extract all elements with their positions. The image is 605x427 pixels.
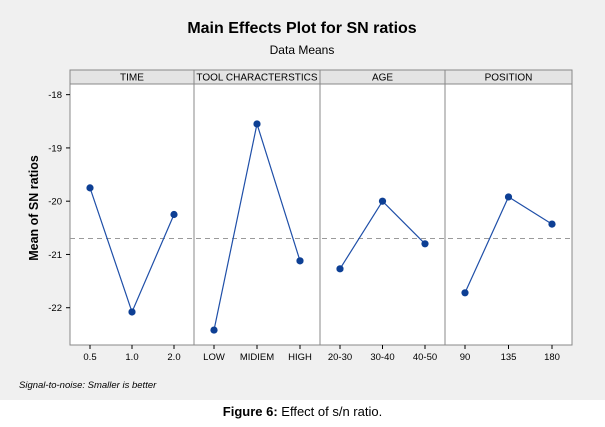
x-tick-label: 135 bbox=[501, 352, 517, 363]
data-point bbox=[210, 326, 218, 334]
figure-caption: Figure 6: Effect of s/n ratio. bbox=[0, 404, 605, 419]
panel-label: TIME bbox=[120, 73, 144, 84]
x-tick-label: 1.0 bbox=[125, 352, 138, 363]
plot-area: -18 -19 -20 -21 -22 TIME 0.5 1.0 2.0 TOOL CHARACT… bbox=[48, 69, 573, 363]
panel-label: TOOL CHARACTERSTICS bbox=[196, 73, 317, 84]
chart-figure: Main Effects Plot for SN ratios Data Mea… bbox=[0, 0, 605, 400]
x-tick-label: 180 bbox=[544, 352, 560, 363]
data-point bbox=[128, 308, 136, 316]
plot-background bbox=[69, 69, 573, 346]
x-tick-label: HIGH bbox=[288, 352, 312, 363]
data-point bbox=[253, 120, 261, 128]
x-tick-label: 2.0 bbox=[167, 352, 180, 363]
data-point bbox=[296, 257, 304, 265]
x-tick-label: MIDIEM bbox=[240, 352, 274, 363]
data-point bbox=[170, 210, 178, 219]
y-tick-label: -22 bbox=[48, 303, 62, 314]
data-point bbox=[336, 265, 344, 273]
data-point bbox=[378, 197, 387, 205]
main-effects-chart: Main Effects Plot for SN ratios Data Mea… bbox=[19, 20, 573, 391]
y-tick-label: -19 bbox=[48, 143, 62, 154]
x-tick-label: 90 bbox=[460, 352, 471, 363]
caption-label: Figure 6: bbox=[222, 404, 278, 419]
data-point bbox=[548, 220, 556, 228]
x-tick-label: 40-50 bbox=[413, 352, 437, 363]
data-point bbox=[421, 240, 429, 248]
caption-text: Effect of s/n ratio. bbox=[277, 404, 383, 419]
panel-label: POSITION bbox=[485, 73, 533, 84]
y-axis-label: Mean of SN ratios bbox=[27, 155, 41, 261]
x-tick-label: LOW bbox=[203, 352, 225, 363]
chart-title: Main Effects Plot for SN ratios bbox=[187, 20, 416, 37]
footnote: Signal-to-noise: Smaller is better bbox=[19, 380, 157, 391]
data-point bbox=[461, 289, 469, 297]
x-tick-label: 0.5 bbox=[83, 352, 96, 363]
data-point bbox=[504, 193, 513, 201]
panel-label: AGE bbox=[372, 73, 393, 84]
y-tick-label: -18 bbox=[48, 90, 62, 101]
x-tick-label: 30-40 bbox=[370, 352, 394, 363]
data-point bbox=[86, 184, 94, 192]
x-tick-label: 20-30 bbox=[328, 352, 352, 363]
chart-subtitle: Data Means bbox=[270, 43, 335, 57]
y-tick-label: -20 bbox=[48, 197, 62, 208]
y-tick-label: -21 bbox=[48, 250, 62, 261]
